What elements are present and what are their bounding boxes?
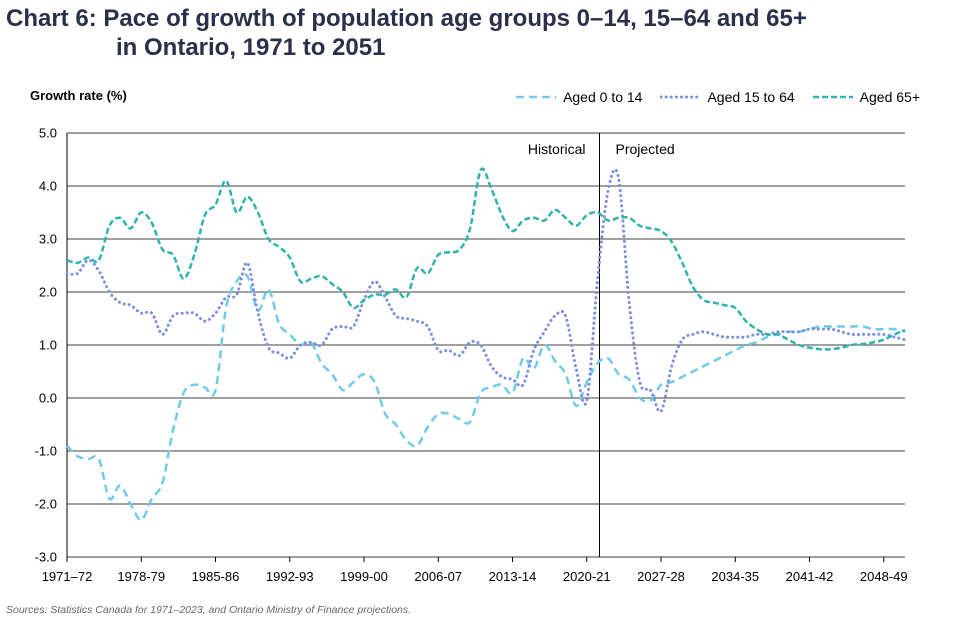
chart-title-line2: in Ontario, 1971 to 2051 xyxy=(116,34,386,61)
chart-title: Chart 6: Pace of growth of population ag… xyxy=(6,4,946,62)
line-chart: 5.0 4.0 3.0 2.0 1.0 0.0 -1.0 -2.0 -3.0 1971–72 197… xyxy=(35,126,908,585)
y-tick-label: -2.0 xyxy=(35,497,57,512)
y-tick-label: 3.0 xyxy=(39,232,57,247)
x-tick-label: 2034-35 xyxy=(711,569,759,584)
x-tick-label: 1985-86 xyxy=(192,569,240,584)
legend-label-aged-0-14: Aged 0 to 14 xyxy=(563,89,643,105)
x-tick-label: 1992-93 xyxy=(266,569,314,584)
y-tick-label: -3.0 xyxy=(35,550,57,565)
legend: Aged 0 to 14 Aged 15 to 64 Aged 65+ xyxy=(516,89,920,105)
legend-swatch-aged-65-plus xyxy=(812,95,853,99)
legend-swatch-aged-0-14 xyxy=(516,95,557,99)
legend-item-aged-15-64: Aged 15 to 64 xyxy=(660,89,795,105)
x-tick-label: 1971–72 xyxy=(42,569,93,584)
x-tick-label: 2048-49 xyxy=(860,569,908,584)
y-axis-label: Growth rate (%) xyxy=(30,88,127,103)
y-tick-label: 1.0 xyxy=(39,338,57,353)
series-line-aged-0-14 xyxy=(66,272,906,522)
y-tick-label: 4.0 xyxy=(39,179,57,194)
series-line-aged-15-64 xyxy=(65,168,907,414)
legend-swatch-aged-15-64 xyxy=(660,95,701,99)
y-tick-label: -1.0 xyxy=(35,444,57,459)
y-tick-label: 5.0 xyxy=(39,126,57,141)
annotation-historical: Historical xyxy=(528,141,586,157)
y-tick-label: 2.0 xyxy=(39,285,57,300)
x-tick-label: 1978-79 xyxy=(117,569,165,584)
legend-label-aged-15-64: Aged 15 to 64 xyxy=(707,89,795,105)
x-tick-label: 2027-28 xyxy=(637,569,685,584)
legend-label-aged-65-plus: Aged 65+ xyxy=(859,89,920,105)
annotation-projected: Projected xyxy=(616,141,675,157)
sources-note: Sources: Statistics Canada for 1971–2023… xyxy=(6,604,412,616)
x-tick-label: 1999-00 xyxy=(340,569,388,584)
legend-item-aged-0-14: Aged 0 to 14 xyxy=(516,89,642,105)
x-tick-label: 2041-42 xyxy=(786,569,834,584)
chart-title-line1: Chart 6: Pace of growth of population ag… xyxy=(6,5,807,32)
series-line-aged-65-plus xyxy=(66,167,906,351)
x-tick-label: 2013-14 xyxy=(489,569,537,584)
x-tick-label: 2006-07 xyxy=(414,569,462,584)
y-tick-label: 0.0 xyxy=(39,391,57,406)
legend-item-aged-65-plus: Aged 65+ xyxy=(812,89,920,105)
x-tick-label: 2020-21 xyxy=(563,569,611,584)
